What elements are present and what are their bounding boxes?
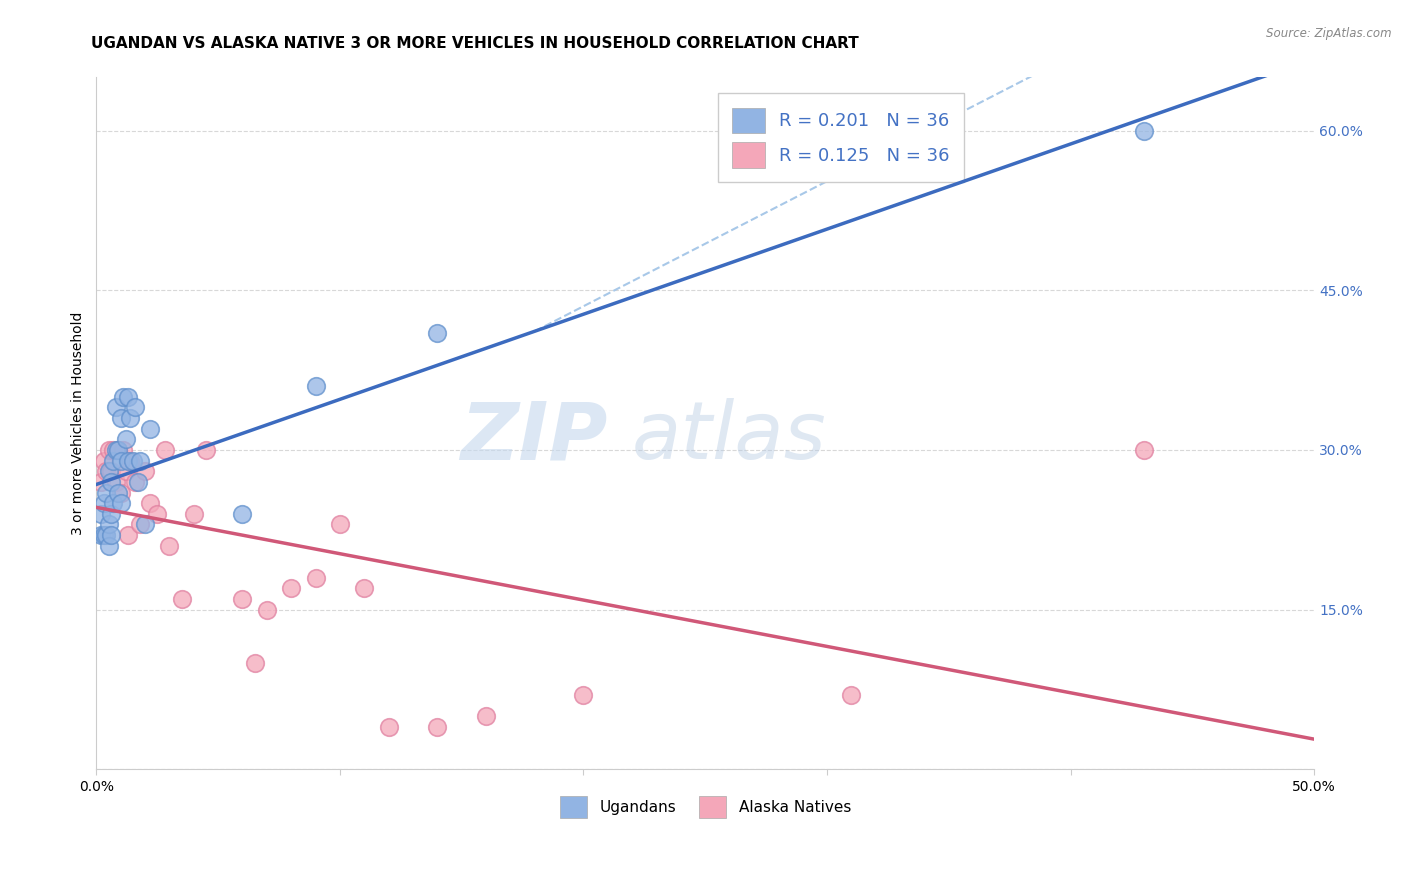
Y-axis label: 3 or more Vehicles in Household: 3 or more Vehicles in Household	[72, 311, 86, 535]
Point	[93, 528, 115, 542]
Point	[94, 528, 117, 542]
Text: UGANDAN VS ALASKA NATIVE 3 OR MORE VEHICLES IN HOUSEHOLD CORRELATION CHART: UGANDAN VS ALASKA NATIVE 3 OR MORE VEHIC…	[91, 36, 859, 51]
Point	[100, 528, 122, 542]
Point	[103, 442, 125, 457]
Point	[426, 326, 449, 340]
Point	[243, 656, 266, 670]
Point	[304, 379, 326, 393]
Point	[100, 507, 122, 521]
Point	[426, 720, 449, 734]
Point	[231, 507, 253, 521]
Point	[304, 571, 326, 585]
Point	[110, 453, 132, 467]
Point	[114, 464, 136, 478]
Point	[110, 411, 132, 425]
Point	[110, 496, 132, 510]
Point	[129, 517, 152, 532]
Point	[107, 442, 129, 457]
Point	[90, 528, 112, 542]
Point	[120, 453, 142, 467]
Point	[139, 422, 162, 436]
Point	[104, 401, 127, 415]
Point	[134, 517, 156, 532]
Point	[129, 453, 152, 467]
Point	[841, 688, 863, 702]
Point	[112, 390, 135, 404]
Point	[475, 709, 498, 723]
Point	[377, 720, 399, 734]
Point	[170, 592, 193, 607]
Point	[94, 464, 117, 478]
Point	[353, 582, 375, 596]
Point	[94, 485, 117, 500]
Point	[117, 453, 139, 467]
Point	[124, 401, 146, 415]
Point	[90, 475, 112, 489]
Point	[93, 496, 115, 510]
Point	[97, 464, 120, 478]
Point	[104, 475, 127, 489]
Point	[117, 390, 139, 404]
Point	[127, 475, 149, 489]
Text: atlas: atlas	[633, 398, 827, 476]
Point	[146, 507, 169, 521]
Point	[117, 528, 139, 542]
Point	[122, 453, 145, 467]
Point	[139, 496, 162, 510]
Point	[97, 539, 120, 553]
Point	[280, 582, 302, 596]
Point	[153, 442, 176, 457]
Point	[256, 602, 278, 616]
Point	[90, 507, 112, 521]
Point	[93, 453, 115, 467]
Point	[572, 688, 595, 702]
Point	[231, 592, 253, 607]
Point	[183, 507, 205, 521]
Text: ZIP: ZIP	[460, 398, 607, 476]
Point	[1132, 123, 1154, 137]
Point	[329, 517, 352, 532]
Point	[103, 453, 125, 467]
Text: Source: ZipAtlas.com: Source: ZipAtlas.com	[1267, 27, 1392, 40]
Point	[110, 485, 132, 500]
Point	[100, 475, 122, 489]
Point	[103, 496, 125, 510]
Point	[114, 433, 136, 447]
Point	[157, 539, 180, 553]
Point	[1132, 442, 1154, 457]
Point	[124, 475, 146, 489]
Point	[97, 442, 120, 457]
Point	[97, 517, 120, 532]
Point	[104, 442, 127, 457]
Legend: Ugandans, Alaska Natives: Ugandans, Alaska Natives	[554, 790, 858, 824]
Point	[120, 411, 142, 425]
Point	[134, 464, 156, 478]
Point	[107, 442, 129, 457]
Point	[112, 442, 135, 457]
Point	[100, 464, 122, 478]
Point	[194, 442, 217, 457]
Point	[107, 485, 129, 500]
